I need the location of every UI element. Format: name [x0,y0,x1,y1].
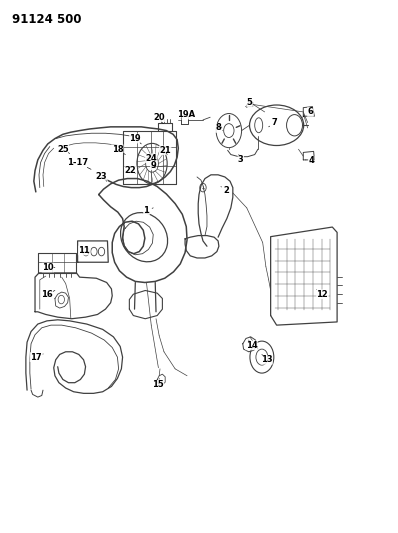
Text: 25: 25 [57,145,69,154]
Text: 11: 11 [78,246,90,255]
Text: 3: 3 [238,156,244,164]
Text: 8: 8 [215,124,221,132]
Text: 22: 22 [125,166,137,175]
Text: 24: 24 [145,154,157,163]
Text: 13: 13 [261,356,273,364]
Text: 1: 1 [144,206,149,215]
Text: 5: 5 [247,98,252,107]
Text: 7: 7 [272,118,277,127]
Text: 91124 500: 91124 500 [12,13,82,26]
Text: 1-17: 1-17 [67,158,88,167]
Text: 21: 21 [159,146,171,155]
Text: 19A: 19A [177,110,195,119]
Text: 4: 4 [308,157,314,165]
Text: 10: 10 [42,263,54,272]
Text: 20: 20 [153,113,165,122]
Text: 15: 15 [152,381,164,389]
Text: 6: 6 [308,108,313,116]
Text: 16: 16 [41,290,53,298]
Text: 9: 9 [150,161,156,169]
Text: 12: 12 [316,290,328,298]
Text: 17: 17 [30,353,42,361]
Text: 14: 14 [246,341,258,350]
Text: 23: 23 [96,173,107,181]
Text: 19: 19 [129,134,141,143]
Text: 18: 18 [111,145,123,154]
Text: 2: 2 [223,186,229,195]
